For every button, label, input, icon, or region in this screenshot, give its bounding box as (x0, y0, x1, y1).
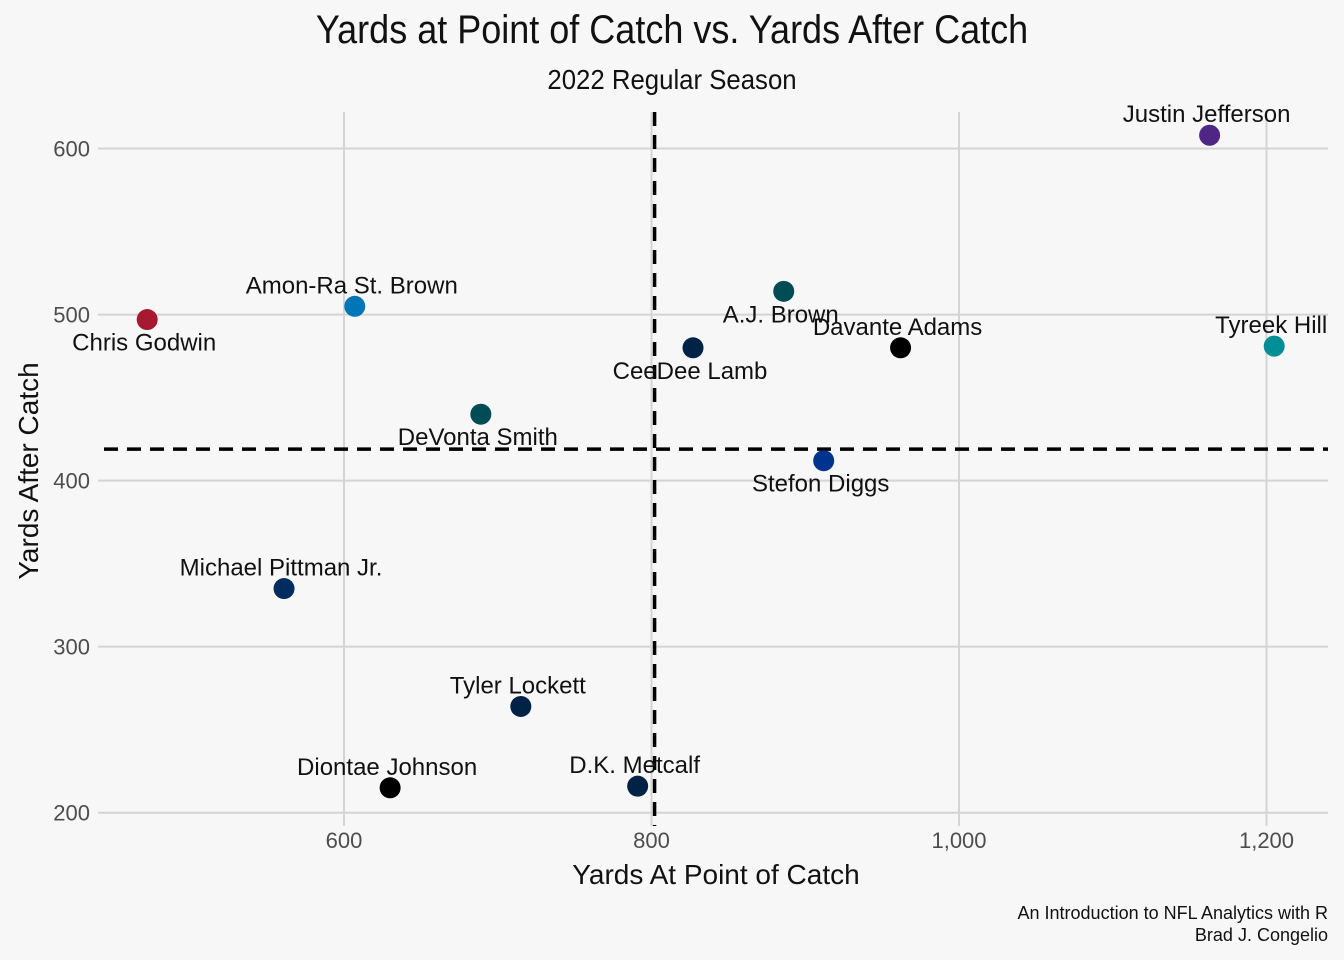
point-ceedee-lamb (682, 337, 704, 359)
point-d-k-metcalf (627, 775, 649, 797)
x-tick-label: 600 (326, 828, 363, 853)
x-axis-title: Yards At Point of Catch (572, 859, 859, 890)
y-tick-label: 300 (53, 635, 90, 660)
x-tick-label: 800 (633, 828, 670, 853)
point-label-ceedee-lamb: CeeDee Lamb (613, 358, 768, 385)
y-axis-title: Yards After Catch (13, 362, 44, 579)
point-justin-jefferson (1199, 124, 1221, 146)
y-tick-label: 200 (53, 801, 90, 826)
point-diontae-johnson (379, 777, 401, 799)
point-label-diontae-johnson: Diontae Johnson (297, 754, 477, 781)
point-michael-pittman-jr (273, 578, 295, 600)
x-tick-label: 1,000 (931, 828, 986, 853)
point-a-j-brown (773, 280, 795, 302)
y-tick-label: 500 (53, 303, 90, 328)
point-label-michael-pittman-jr: Michael Pittman Jr. (180, 555, 383, 582)
point-label-a-j-brown: A.J. Brown (723, 301, 839, 328)
point-chris-godwin (136, 309, 158, 331)
point-label-stefon-diggs: Stefon Diggs (752, 471, 889, 498)
point-stefon-diggs (813, 450, 835, 472)
caption-line-1: An Introduction to NFL Analytics with R (1017, 903, 1328, 923)
point-davante-adams (890, 337, 912, 359)
point-label-chris-godwin: Chris Godwin (72, 330, 216, 357)
y-tick-label: 600 (53, 137, 90, 162)
point-label-devonta-smith: DeVonta Smith (398, 424, 558, 451)
chart-title: Yards at Point of Catch vs. Yards After … (315, 8, 1029, 52)
point-label-justin-jefferson: Justin Jefferson (1123, 101, 1291, 128)
point-label-d-k-metcalf: D.K. Metcalf (569, 752, 700, 779)
point-label-amon-ra-st-brown: Amon-Ra St. Brown (246, 272, 458, 299)
point-label-tyler-lockett: Tyler Lockett (450, 672, 586, 699)
y-tick-label: 400 (53, 469, 90, 494)
point-label-tyreek-hill: Tyreek Hill (1215, 312, 1327, 339)
point-tyreek-hill (1263, 335, 1285, 357)
point-amon-ra-st-brown (344, 295, 366, 317)
chart-subtitle: 2022 Regular Season (547, 64, 797, 95)
x-tick-label: 1,200 (1239, 828, 1294, 853)
caption-line-2: Brad J. Congelio (1194, 925, 1328, 945)
point-devonta-smith (470, 403, 492, 425)
point-label-davante-adams: Davante Adams (813, 314, 982, 341)
point-tyler-lockett (510, 695, 532, 717)
